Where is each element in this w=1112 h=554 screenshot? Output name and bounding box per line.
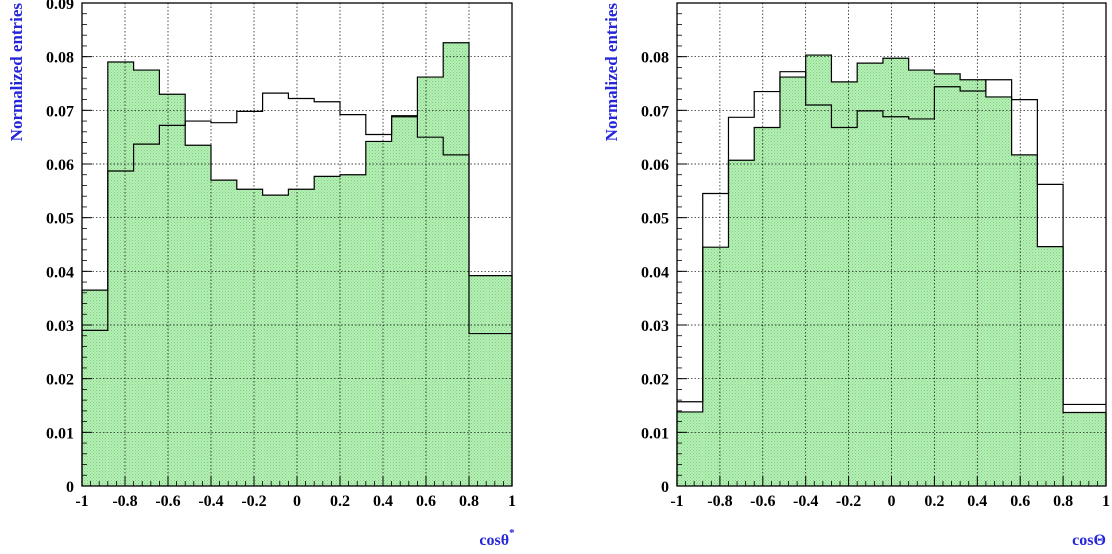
y-tick-label: 0.05 (641, 211, 669, 228)
y-axis-label: Normalized entries (602, 3, 621, 142)
y-tick-label: 0.03 (46, 318, 74, 335)
filled-bar (677, 411, 703, 486)
filled-bar (805, 55, 832, 486)
left-histogram-panel: -1 -0.8 -0.6 -0.4 -0.2 0 0.2 0.4 0.6 0.8 1 0 0.01 0.0… (7, 0, 516, 549)
y-tick-label: 0.04 (46, 264, 74, 281)
filled-bar (133, 70, 160, 486)
x-tick-label: -0.4 (198, 493, 223, 510)
filled-bar (417, 77, 444, 486)
x-tick-label: -0.2 (836, 493, 861, 510)
filled-bar (1063, 412, 1081, 486)
x-tick-label: 0.2 (330, 493, 350, 510)
y-tick-label: 0 (66, 479, 74, 496)
x-tick-label: -0.8 (707, 493, 732, 510)
x-tick-label: 0.8 (459, 493, 479, 510)
filled-bar (314, 176, 340, 487)
x-tick-label: 0.8 (1053, 493, 1073, 510)
y-tick-label: 0.04 (641, 264, 669, 281)
filled-bar (754, 127, 780, 487)
filled-bar (82, 290, 108, 486)
filled-bar (159, 94, 186, 486)
outline-series-line (82, 92, 512, 335)
right-histogram-panel: -1 -0.8 -0.6 -0.4 -0.2 0 0.2 0.4 0.6 0.8 1 0 0.01 0.0… (602, 2, 1110, 549)
x-tick-label: 0.6 (1010, 493, 1030, 510)
filled-bar (779, 77, 806, 486)
y-tick-label: 0.02 (46, 372, 74, 389)
y-tick-label: 0.09 (46, 0, 74, 13)
filled-bar (185, 145, 211, 486)
filled-bar (486, 275, 512, 486)
filled-bar (340, 174, 366, 486)
filled-bar (1037, 246, 1064, 486)
x-tick-label: 0 (293, 493, 301, 510)
x-tick-label: 0.4 (967, 493, 987, 510)
filled-series-outline (676, 54, 1107, 486)
filled-bar (882, 58, 909, 486)
filled-bar (934, 73, 961, 486)
filled-bar (443, 42, 469, 487)
filled-bar (107, 62, 134, 487)
x-tick-label: -0.6 (750, 493, 775, 510)
y-tick-label: 0.03 (641, 318, 669, 335)
y-tick-label: 0.07 (641, 103, 669, 120)
filled-bar (728, 160, 755, 486)
y-tick-label: 0.08 (641, 50, 669, 67)
x-tick-label: 0 (888, 493, 896, 510)
x-tick-label: 0.4 (373, 493, 393, 510)
filled-bar (236, 189, 263, 486)
filled-bar (469, 275, 487, 486)
y-tick-label: 0.01 (641, 425, 669, 442)
filled-bar (1011, 154, 1038, 487)
filled-bar (857, 63, 883, 487)
filled-bar (702, 247, 729, 486)
x-tick-label: -0.6 (155, 493, 180, 510)
filled-bar (985, 96, 1012, 487)
x-tick-label: 1 (508, 493, 516, 510)
x-axis-label: cosΘ (1072, 532, 1106, 549)
x-axis-label: cosθ* (479, 527, 515, 549)
y-tick-label: 0.07 (46, 103, 74, 120)
x-tick-label: -1 (670, 493, 683, 510)
filled-bar (960, 79, 986, 486)
x-tick-label: 0.6 (416, 493, 436, 510)
filled-bar (391, 115, 418, 486)
filled-bar (908, 70, 935, 486)
filled-bar (1080, 412, 1106, 486)
y-tick-label: 0.02 (641, 372, 669, 389)
filled-bar (262, 195, 289, 487)
x-tick-label: -0.4 (793, 493, 818, 510)
y-tick-label: 0.08 (46, 50, 74, 67)
x-tick-label: 1 (1102, 493, 1110, 510)
filled-bar (365, 141, 392, 486)
filled-bar (831, 81, 858, 486)
x-tick-label: -0.8 (112, 493, 137, 510)
x-tick-label: -0.2 (241, 493, 266, 510)
y-tick-label: 0.05 (46, 211, 74, 228)
y-tick-label: 0.06 (641, 157, 669, 174)
y-axis-label: Normalized entries (7, 3, 26, 142)
x-tick-label: -1 (75, 493, 88, 510)
x-tick-label: 0.2 (924, 493, 944, 510)
filled-bar (211, 180, 237, 486)
filled-bar (288, 189, 315, 486)
y-tick-label: 0 (661, 479, 669, 496)
outline-series-line (677, 71, 1106, 406)
y-tick-label: 0.01 (46, 425, 74, 442)
y-tick-label: 0.06 (46, 157, 74, 174)
filled-series-outline (81, 42, 513, 486)
